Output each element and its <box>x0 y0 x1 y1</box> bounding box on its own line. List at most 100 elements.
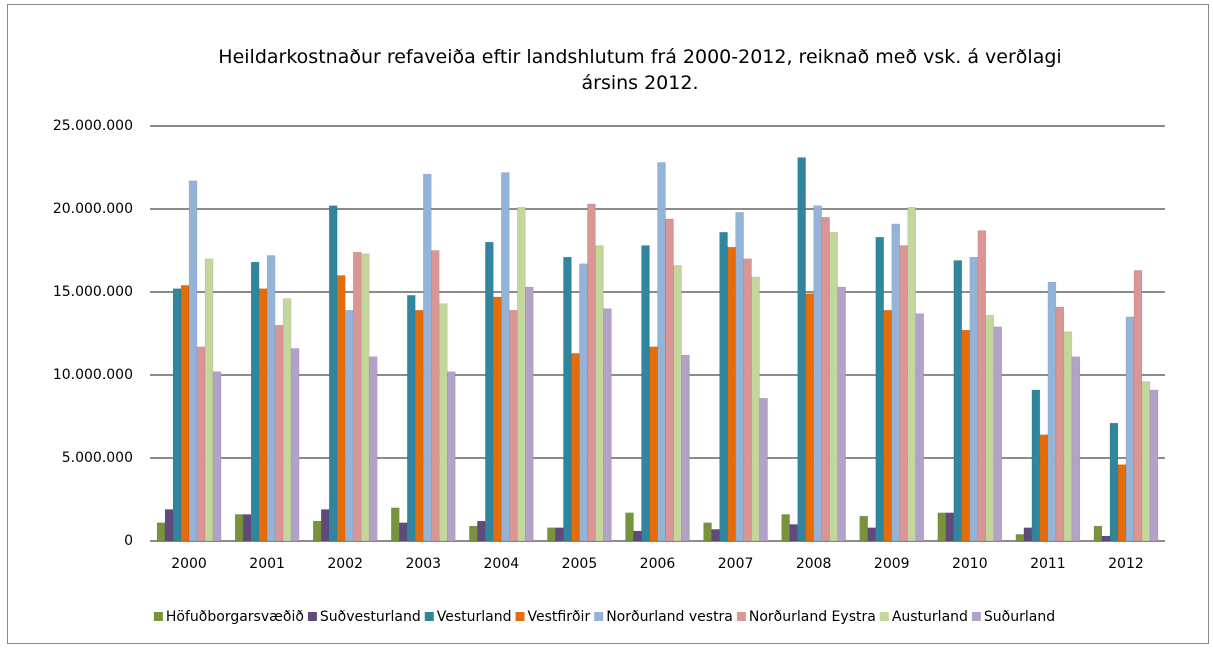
bar <box>875 236 884 542</box>
y-tick-label: 15.000.000 <box>53 284 133 300</box>
legend-label: Norðurland vestra <box>606 609 733 625</box>
bar <box>961 329 971 542</box>
bar <box>407 295 416 542</box>
bar <box>172 288 182 542</box>
bar <box>196 346 206 542</box>
bar <box>1093 525 1103 542</box>
bar <box>899 245 908 542</box>
bar <box>945 512 955 542</box>
bar <box>759 397 768 542</box>
bar <box>719 231 728 542</box>
bar <box>829 231 838 542</box>
legend-swatch <box>424 612 434 621</box>
bar <box>953 260 963 542</box>
bar <box>477 520 486 542</box>
legend-swatch <box>736 612 746 621</box>
bar <box>1101 535 1111 542</box>
bar <box>625 512 634 542</box>
x-tick-label: 2004 <box>484 556 520 572</box>
bar <box>555 527 564 542</box>
bar <box>312 520 322 542</box>
bar <box>250 261 260 542</box>
legend-swatch <box>879 612 889 621</box>
bar <box>258 288 268 542</box>
bar <box>751 276 760 542</box>
x-tick-label: 2003 <box>405 556 441 572</box>
bar <box>805 293 814 542</box>
bar <box>673 265 682 542</box>
bar <box>328 205 338 542</box>
bar <box>242 514 252 542</box>
x-tick-label: 2011 <box>1030 556 1066 572</box>
bar <box>1117 464 1127 542</box>
x-tick-label: 2012 <box>1108 556 1144 572</box>
y-tick-label: 20.000.000 <box>53 201 133 217</box>
bar <box>439 303 448 542</box>
bar <box>212 371 222 542</box>
bar <box>290 348 300 542</box>
bar <box>320 509 330 542</box>
legend-swatch <box>307 612 317 621</box>
bar <box>985 314 995 542</box>
x-tick-label: 2010 <box>952 556 988 572</box>
bar <box>517 207 526 542</box>
bar <box>641 245 650 542</box>
bar <box>571 353 580 542</box>
bar <box>867 527 876 542</box>
legend-label: Austurland <box>892 609 968 625</box>
bar <box>391 507 400 542</box>
bar <box>993 326 1003 542</box>
bar <box>915 313 924 542</box>
bar <box>813 205 822 542</box>
bar <box>274 324 284 542</box>
bar <box>579 263 588 542</box>
bar <box>633 530 642 542</box>
bar <box>469 525 478 542</box>
bar <box>485 241 494 542</box>
bar <box>360 253 370 542</box>
legend-label: Suðvesturland <box>320 609 421 625</box>
bar <box>665 218 674 542</box>
legend-swatch <box>153 612 163 621</box>
bar <box>1071 356 1081 542</box>
bar <box>266 255 276 542</box>
bar <box>164 509 174 542</box>
x-tick-label: 2002 <box>327 556 363 572</box>
legend-label: Vesturland <box>437 609 512 625</box>
bar <box>336 275 346 542</box>
bar <box>525 286 534 542</box>
bar <box>883 310 892 542</box>
bar <box>234 514 244 542</box>
bar <box>859 515 868 542</box>
bar <box>703 522 712 542</box>
bar <box>509 310 518 542</box>
bar <box>1015 534 1025 542</box>
legend-label: Vestfirðir <box>528 609 591 625</box>
bar <box>603 308 612 542</box>
y-tick-label: 0 <box>124 533 133 549</box>
x-tick-label: 2000 <box>171 556 207 572</box>
legend-swatch <box>594 612 604 621</box>
bar <box>743 258 752 542</box>
bar <box>681 354 690 542</box>
legend-label: Norðurland Eystra <box>749 609 876 625</box>
bar <box>657 162 666 542</box>
bar <box>493 296 502 542</box>
bar <box>204 258 214 542</box>
bar <box>501 172 510 542</box>
bar <box>1055 306 1065 542</box>
y-tick-label: 10.000.000 <box>53 367 133 383</box>
x-tick-label: 2005 <box>562 556 598 572</box>
bar <box>969 256 979 542</box>
bar <box>399 522 408 542</box>
legend-label: Höfuðborgarsvæðið <box>166 609 304 625</box>
bar <box>1031 389 1041 542</box>
bar <box>188 180 198 542</box>
bar <box>837 286 846 542</box>
x-tick-label: 2009 <box>874 556 910 572</box>
x-tick-label: 2007 <box>718 556 754 572</box>
bar <box>1063 331 1073 542</box>
bar <box>1141 381 1151 542</box>
bar <box>352 251 362 542</box>
bar <box>1109 422 1119 542</box>
